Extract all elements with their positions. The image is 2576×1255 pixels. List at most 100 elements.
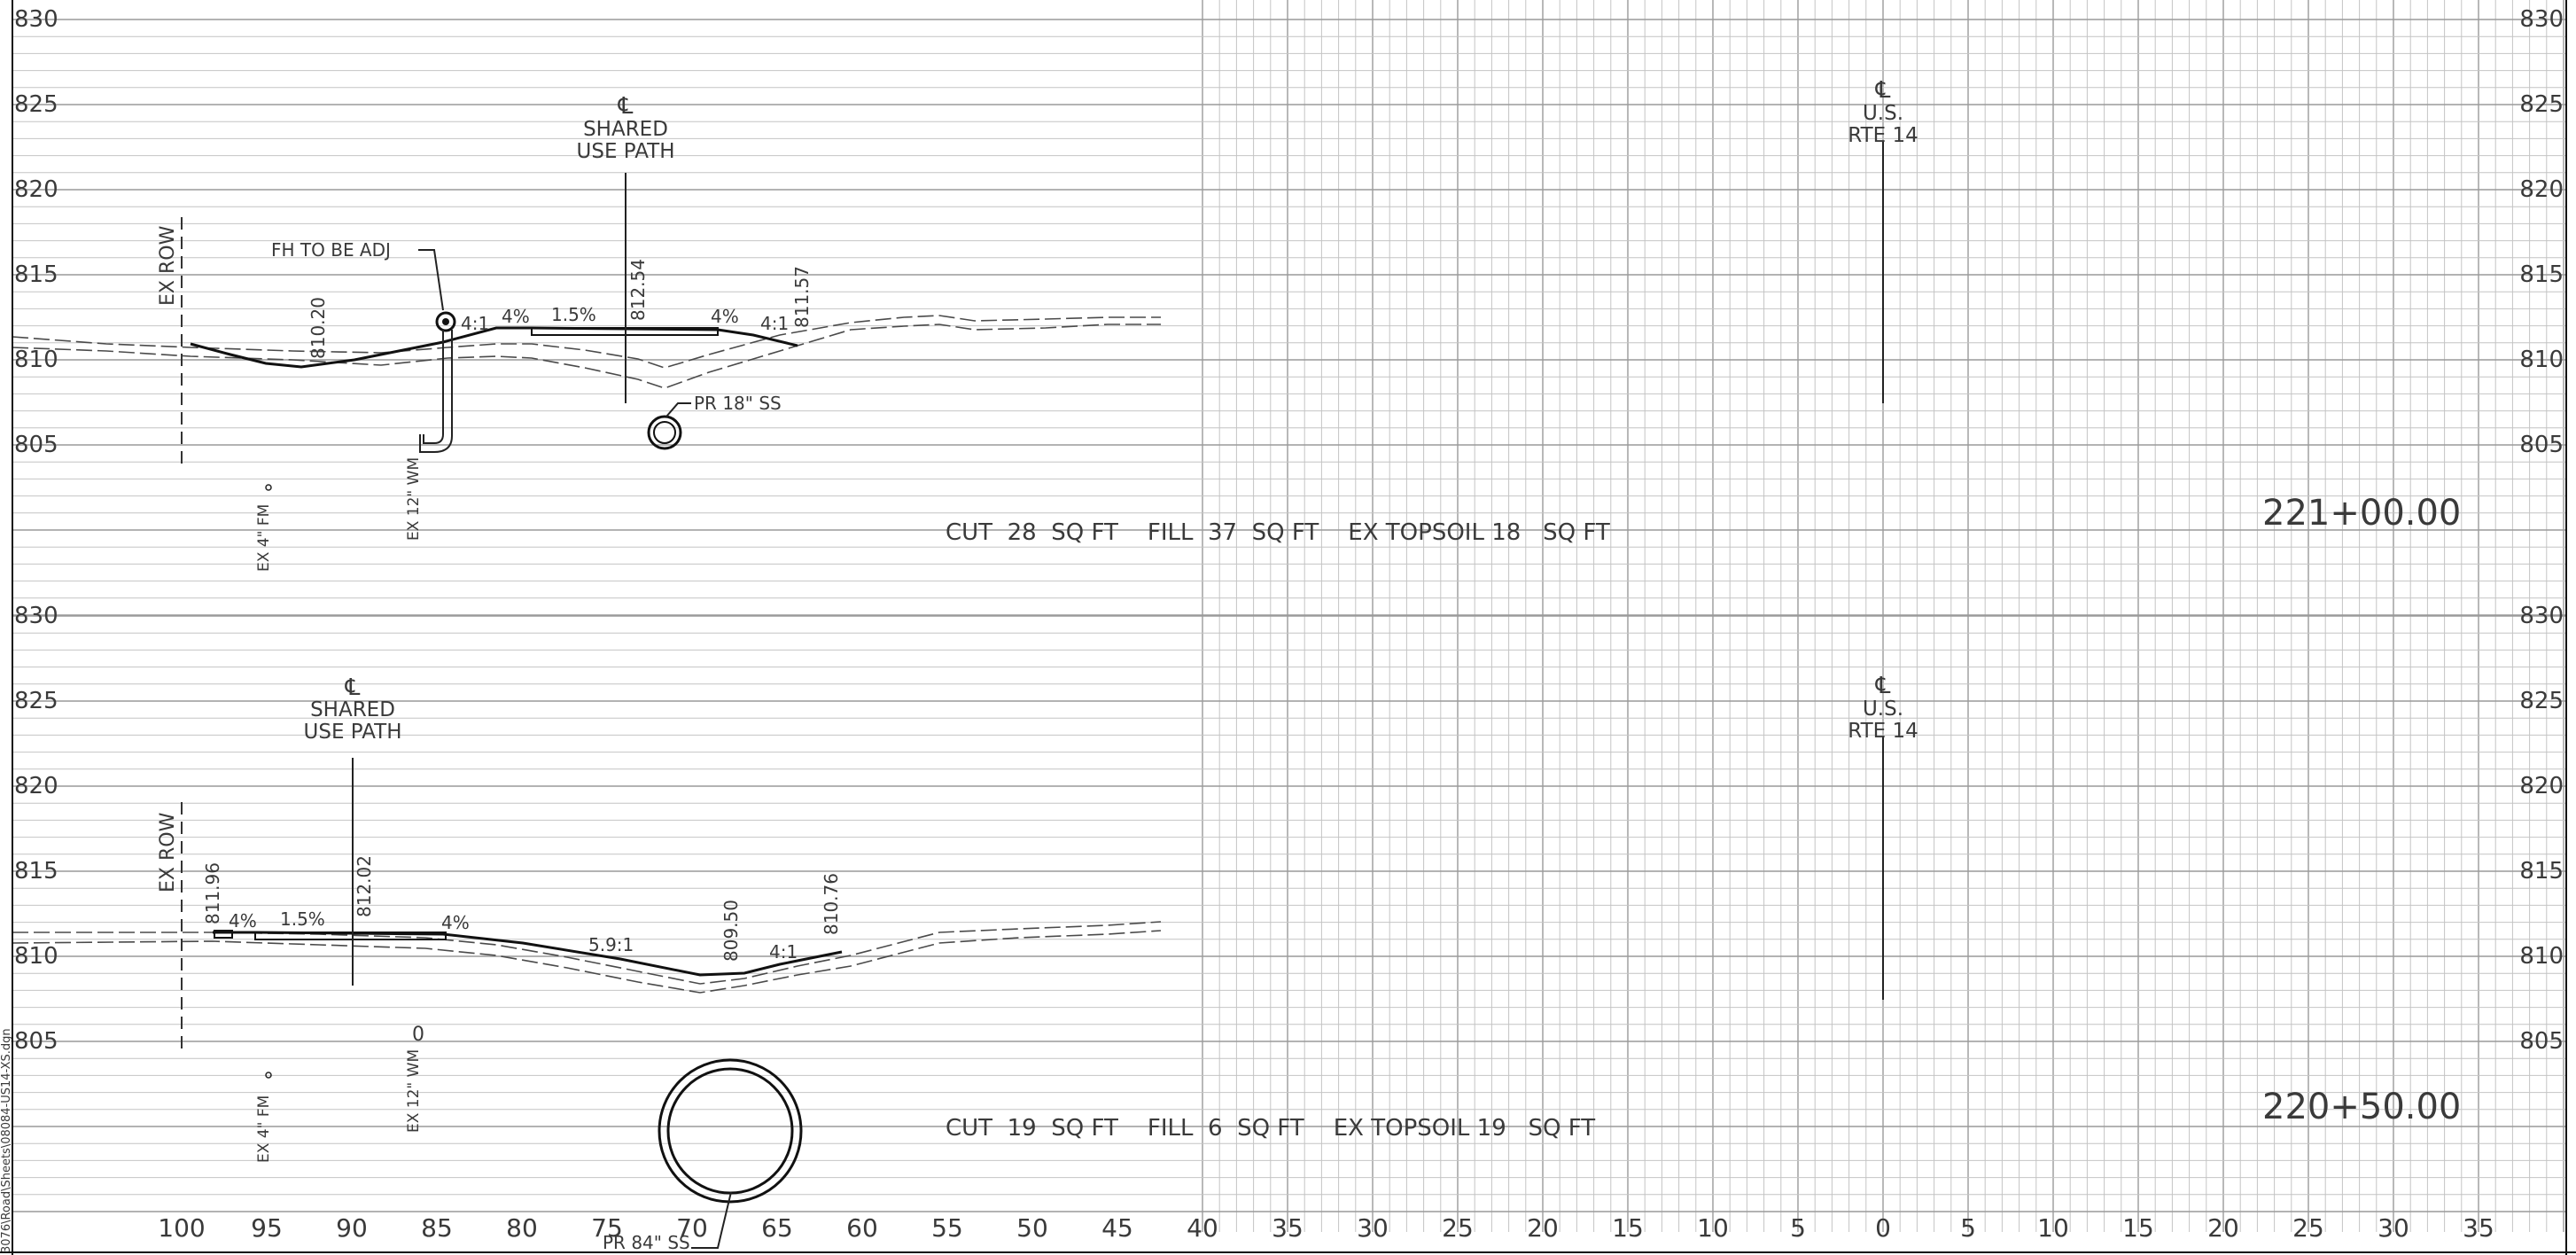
shared-path-cl-mark: ℄ bbox=[345, 674, 361, 701]
offset-label: 85 bbox=[421, 1213, 453, 1243]
shared-path-label-1: SHARED bbox=[583, 118, 668, 141]
grid bbox=[12, 0, 2566, 1232]
offset-label: 45 bbox=[1101, 1213, 1133, 1243]
offset-label: 65 bbox=[761, 1213, 793, 1243]
offset-label: 75 bbox=[591, 1213, 623, 1243]
curb-box bbox=[214, 930, 233, 939]
ex-row-label: EX ROW bbox=[157, 812, 179, 893]
hydrant-lead-pipe-outer bbox=[419, 330, 453, 453]
elevation-label-right: 815 bbox=[2519, 261, 2564, 288]
slope-5-9-1: 5.9:1 bbox=[588, 934, 634, 955]
offset-label: 0 bbox=[1875, 1213, 1891, 1243]
station-bottom: 220+50.00 bbox=[2262, 1087, 2461, 1127]
fire-hydrant-center bbox=[442, 318, 449, 325]
pipe-label: PR 84" SS bbox=[603, 1232, 690, 1253]
elevation-label-left: 810 bbox=[14, 347, 58, 373]
ex-fm-label: EX 4" FM bbox=[255, 504, 273, 572]
fire-hydrant-icon bbox=[435, 311, 456, 332]
proposed-grade-line bbox=[190, 326, 798, 369]
slope-4-1-right: 4:1 bbox=[760, 313, 789, 334]
offset-label: 15 bbox=[2122, 1213, 2154, 1243]
pr-18-ss-pipe-inner bbox=[653, 421, 676, 444]
existing-ground-line-lower bbox=[12, 930, 1162, 994]
quantities-top: CUT 28 SQ FT FILL 37 SQ FT EX TOPSOIL 18… bbox=[946, 519, 1610, 546]
pr-84-ss-pipe bbox=[658, 1058, 803, 1204]
elev-812-54: 812.54 bbox=[627, 259, 649, 321]
route-cl-mark: ℄ bbox=[1875, 77, 1891, 104]
offset-label: 10 bbox=[2037, 1213, 2069, 1243]
pr-84-ss-pipe-inner bbox=[666, 1067, 794, 1195]
elevation-label-left: 820 bbox=[14, 773, 58, 799]
station-top: 221+00.00 bbox=[2262, 493, 2461, 534]
pipe-leader bbox=[665, 402, 691, 417]
ex-fm-marker bbox=[265, 484, 272, 491]
offset-label: 95 bbox=[251, 1213, 283, 1243]
elevation-label-right: 830 bbox=[2519, 6, 2564, 33]
elev-810-76: 810.76 bbox=[821, 873, 842, 935]
existing-ground-line bbox=[12, 315, 1161, 369]
ex-fm-label: EX 4" FM bbox=[255, 1095, 273, 1163]
slope-4pct-left: 4% bbox=[229, 910, 257, 932]
offset-label: 80 bbox=[506, 1213, 538, 1243]
offset-label: 5 bbox=[1960, 1213, 1976, 1243]
pipe-label: PR 18" SS bbox=[694, 393, 782, 414]
offset-label: 20 bbox=[1527, 1213, 1559, 1243]
slope-4-1-left: 4:1 bbox=[461, 313, 489, 334]
elevation-label-left: 815 bbox=[14, 858, 58, 885]
elevation-label-right: 805 bbox=[2519, 1028, 2564, 1055]
slope-1-5pct: 1.5% bbox=[551, 304, 596, 325]
elevation-label-left: 830 bbox=[14, 6, 58, 33]
route-label-2: RTE 14 bbox=[1848, 720, 1918, 743]
elevation-label-right: 805 bbox=[2519, 432, 2564, 458]
route-label-1: U.S. bbox=[1863, 698, 1903, 721]
elevation-label-right: 810 bbox=[2519, 347, 2564, 373]
fh-leader bbox=[418, 249, 444, 311]
elev-811-57: 811.57 bbox=[791, 266, 813, 328]
elevation-label-right: 815 bbox=[2519, 858, 2564, 885]
slope-4pct-right: 4% bbox=[441, 912, 470, 933]
file-path: 3076\Road\Sheets\08084-US14-XS.dgn bbox=[0, 1028, 13, 1253]
elevation-label-right: 810 bbox=[2519, 943, 2564, 970]
elevation-label-left: 820 bbox=[14, 176, 58, 203]
elevation-label-right: 820 bbox=[2519, 773, 2564, 799]
offset-label: 5 bbox=[1790, 1213, 1806, 1243]
slope-4pct-left: 4% bbox=[502, 306, 530, 327]
offset-label: 10 bbox=[1697, 1213, 1729, 1243]
elevation-scale-left: 830 825 820 815 810 805 830 825 820 815 810 805 bbox=[14, 6, 58, 1055]
elevation-label-right: 820 bbox=[2519, 176, 2564, 203]
hydrant-lead-pipe bbox=[423, 330, 444, 444]
elevation-label-left: 810 bbox=[14, 943, 58, 970]
ex-row-label: EX ROW bbox=[157, 225, 179, 306]
elevation-label-right: 830 bbox=[2519, 603, 2564, 629]
fh-label: FH TO BE ADJ bbox=[271, 239, 391, 261]
path-surface bbox=[254, 932, 447, 940]
shared-path-cl-mark: ℄ bbox=[618, 93, 634, 120]
existing-ground-line bbox=[12, 921, 1162, 985]
offset-label: 90 bbox=[336, 1213, 368, 1243]
elevation-label-right: 825 bbox=[2519, 688, 2564, 714]
route-label-1: U.S. bbox=[1863, 102, 1903, 125]
elevation-label-left: 825 bbox=[14, 91, 58, 118]
route-cl-mark: ℄ bbox=[1875, 673, 1891, 699]
offset-label: 40 bbox=[1187, 1213, 1218, 1243]
offset-label: 35 bbox=[1272, 1213, 1304, 1243]
offset-label: 25 bbox=[1442, 1213, 1474, 1243]
shared-path-label-1: SHARED bbox=[310, 698, 395, 721]
slope-4pct-right: 4% bbox=[711, 306, 739, 327]
section-bottom: EX ROW ℄ SHARED USE PATH ℄ U.S. RTE 14 8… bbox=[12, 673, 2461, 1253]
elevation-label-right: 825 bbox=[2519, 91, 2564, 118]
pr-18-ss-pipe bbox=[647, 415, 682, 450]
ex-wm-label: EX 12" WM bbox=[405, 1049, 423, 1133]
elevation-label-left: 825 bbox=[14, 688, 58, 714]
offset-label: 70 bbox=[676, 1213, 708, 1243]
ex-fm-marker bbox=[265, 1072, 272, 1079]
slope-1-5pct: 1.5% bbox=[280, 908, 325, 930]
wm-marker-label: 0 bbox=[412, 1024, 424, 1046]
offset-label: 50 bbox=[1016, 1213, 1048, 1243]
section-top: EX ROW ℄ SHARED USE PATH ℄ U.S. RTE 14 F… bbox=[12, 77, 2461, 572]
elevation-label-left: 805 bbox=[14, 432, 58, 458]
elev-811-96: 811.96 bbox=[202, 862, 223, 924]
offset-axis: 100 95 90 85 80 75 70 65 60 55 50 45 40 35 30 25 20 15 10 5… bbox=[158, 1213, 2494, 1243]
ex-wm-label: EX 12" WM bbox=[405, 457, 423, 541]
